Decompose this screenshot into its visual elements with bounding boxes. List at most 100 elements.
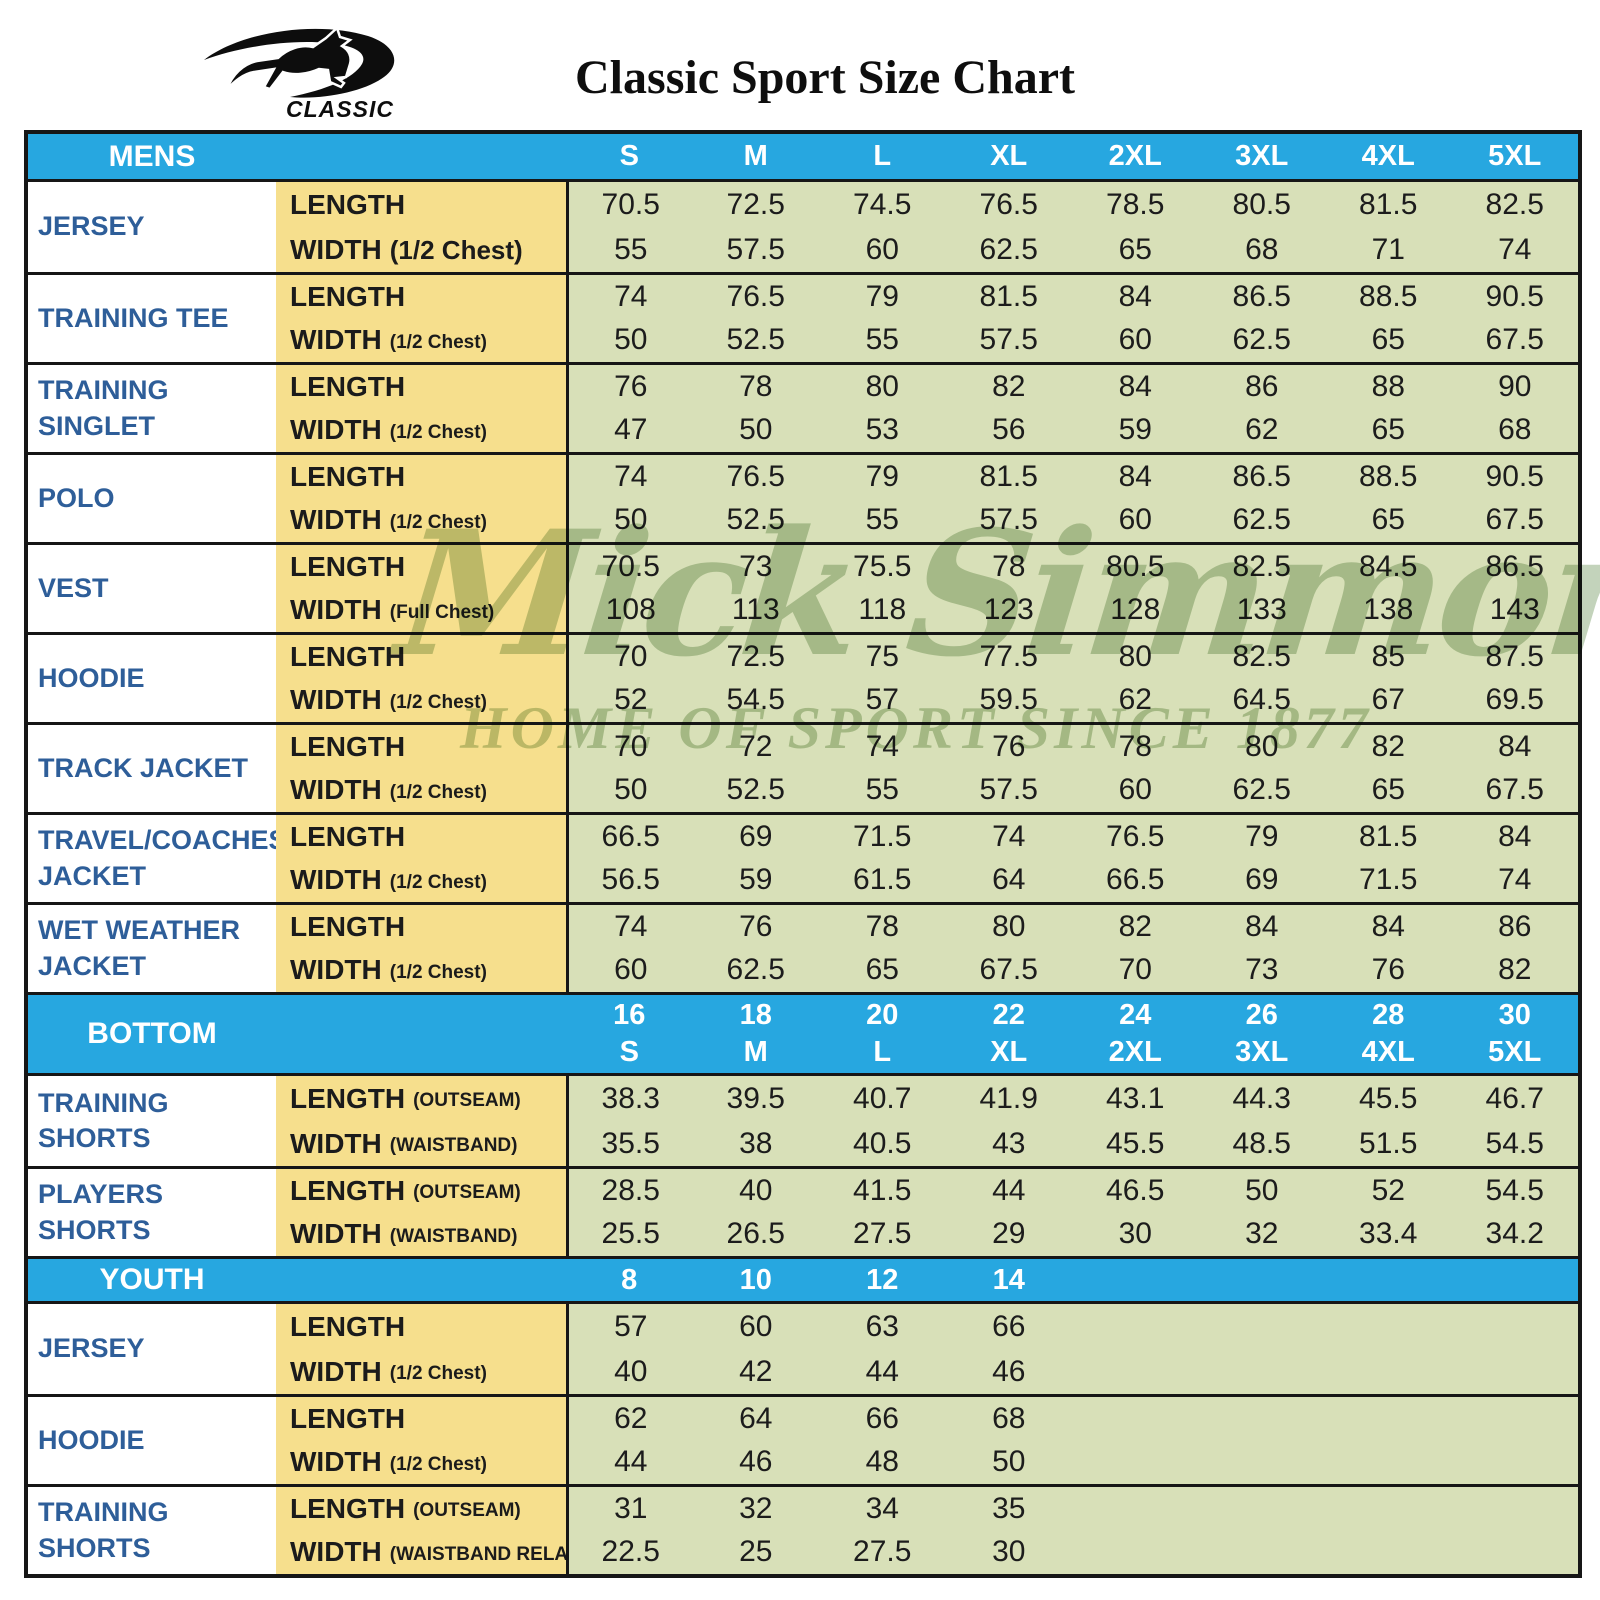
value-cell: 128 <box>1110 593 1161 627</box>
size-header-text: 3XL <box>1235 140 1289 172</box>
garment-label: TRAINING SHORTS <box>28 1487 276 1574</box>
measure-name: WIDTH <box>290 233 382 265</box>
value-cell <box>1199 1487 1326 1531</box>
size-header-cell: 22 XL <box>946 995 1073 1073</box>
measure-qualifier: (Full Chest) <box>389 601 495 623</box>
value-cell: 57.5 <box>726 232 785 266</box>
measure-qualifier: (1/2 Chest) <box>389 871 487 893</box>
data-column: 52 33.4 <box>1325 1169 1452 1256</box>
data-column: 84 76 <box>1325 905 1452 992</box>
value-cell: 72.5 <box>726 187 785 221</box>
size-header-cell: 20 L <box>819 995 946 1073</box>
value-cell: 88.5 <box>1359 459 1418 493</box>
garment-row-wet-weather-jacket: WET WEATHER JACKET LENGTH WIDTH (1/2 Chest)… <box>28 902 1578 992</box>
value-cell: 50 <box>992 1445 1026 1479</box>
value-cell: 79 <box>1245 819 1279 853</box>
data-column: 54.5 34.2 <box>1451 1169 1578 1256</box>
value-cell: 34.2 <box>1485 1217 1544 1251</box>
data-column: 46.7 54.5 <box>1451 1076 1578 1166</box>
data-column: 90.5 67.5 <box>1451 275 1578 362</box>
value-cell: 76.5 <box>1106 819 1165 853</box>
value-cell: 84 <box>1245 909 1279 943</box>
garment-label: TRAINING SINGLET <box>28 365 276 452</box>
value-cell: 67.5 <box>979 953 1038 987</box>
value-cell: 62 <box>1118 683 1152 717</box>
garment-row-training-shorts: TRAINING SHORTS LENGTH (OUTSEAM) WIDTH (WAIS… <box>28 1076 1578 1166</box>
value-cell: 84 <box>1118 279 1152 313</box>
garment-label: JERSEY <box>28 1304 276 1394</box>
measure-label: WIDTH (WAISTBAND RELAX) <box>276 1530 587 1574</box>
size-header-text: 5XL <box>1488 1036 1542 1068</box>
size-header-cell: 8 <box>566 1259 693 1301</box>
value-cell: 53 <box>865 413 899 447</box>
size-header-text: 12 <box>866 1263 899 1296</box>
value-cell: 41.9 <box>979 1081 1038 1115</box>
value-cell: 74 <box>1498 232 1532 266</box>
value-cell: 79 <box>865 279 899 313</box>
value-cell: 76 <box>992 729 1026 763</box>
measure-label: WIDTH (1/2 Chest) <box>276 678 566 722</box>
data-column <box>1451 1397 1578 1484</box>
size-header-text: L <box>873 1036 892 1068</box>
value-cell: 75.5 <box>853 549 912 583</box>
size-header-text: 4XL <box>1361 1036 1415 1068</box>
measure-name: WIDTH <box>290 1446 382 1478</box>
value-cell: 80.5 <box>1232 187 1291 221</box>
measure-label: LENGTH <box>276 365 566 409</box>
section-header-mens: MENS S M L XL 2XL 3XL 4XL 5XL <box>28 134 1578 182</box>
measure-label: LENGTH <box>276 815 566 859</box>
value-cell: 62 <box>614 1401 648 1435</box>
data-column: 72.5 54.5 <box>692 635 819 722</box>
measure-label: LENGTH <box>276 905 566 949</box>
size-header-cell: 24 2XL <box>1072 995 1199 1073</box>
measure-label: WIDTH (WAISTBAND) <box>276 1121 566 1166</box>
value-cell: 85 <box>1371 639 1405 673</box>
value-cell: 78 <box>1118 729 1152 763</box>
value-cell: 80 <box>865 369 899 403</box>
value-cell: 78 <box>865 909 899 943</box>
measure-label: WIDTH (1/2 Chest) <box>276 227 566 272</box>
garment-label: TRAINING TEE <box>28 275 276 362</box>
value-cell: 55 <box>865 323 899 357</box>
data-column: 74 50 <box>566 455 693 542</box>
size-header-text: 2XL <box>1108 140 1162 172</box>
value-cell: 63 <box>865 1309 899 1343</box>
value-cell: 72 <box>739 729 773 763</box>
data-column: 74 55 <box>819 725 946 812</box>
data-column: 88.5 65 <box>1325 275 1452 362</box>
size-header-cell: 10 <box>693 1259 820 1301</box>
value-cell: 79 <box>865 459 899 493</box>
data-column: 80.5 68 <box>1198 182 1325 272</box>
data-column <box>1198 1397 1325 1484</box>
value-cell: 66 <box>992 1309 1026 1343</box>
measure-name: WIDTH <box>290 324 382 356</box>
size-header-text: 8 <box>621 1263 638 1296</box>
size-header-cell: L <box>819 134 946 179</box>
value-cell: 44 <box>614 1445 648 1479</box>
value-cell: 33.4 <box>1359 1217 1418 1251</box>
value-cell: 73 <box>739 549 773 583</box>
value-cell: 57.5 <box>979 323 1038 357</box>
size-header-text: 10 <box>739 1263 772 1296</box>
data-column: 71.5 61.5 <box>819 815 946 902</box>
measure-name: WIDTH <box>290 1355 382 1387</box>
measure-qualifier: (OUTSEAM) <box>413 1090 521 1111</box>
value-cell: 66.5 <box>1106 863 1165 897</box>
data-column: 82 65 <box>1325 725 1452 812</box>
size-header-cell <box>1072 1259 1199 1301</box>
data-column: 66 46 <box>945 1304 1072 1394</box>
value-cell: 50 <box>614 773 648 807</box>
data-column: 88 65 <box>1325 365 1452 452</box>
value-cell: 44.3 <box>1232 1081 1291 1115</box>
value-cell: 76.5 <box>979 187 1038 221</box>
size-header-cell <box>1199 1259 1326 1301</box>
measure-label: LENGTH (OUTSEAM) <box>276 1076 566 1121</box>
measure-name: LENGTH <box>290 730 406 762</box>
size-header-text: 30 <box>1498 999 1531 1031</box>
data-column: 76 57.5 <box>945 725 1072 812</box>
value-cell: 113 <box>731 593 780 627</box>
measure-name: LENGTH <box>290 1310 406 1342</box>
data-column: 90 68 <box>1451 365 1578 452</box>
value-cell: 61.5 <box>853 863 912 897</box>
value-cell: 81.5 <box>979 279 1038 313</box>
